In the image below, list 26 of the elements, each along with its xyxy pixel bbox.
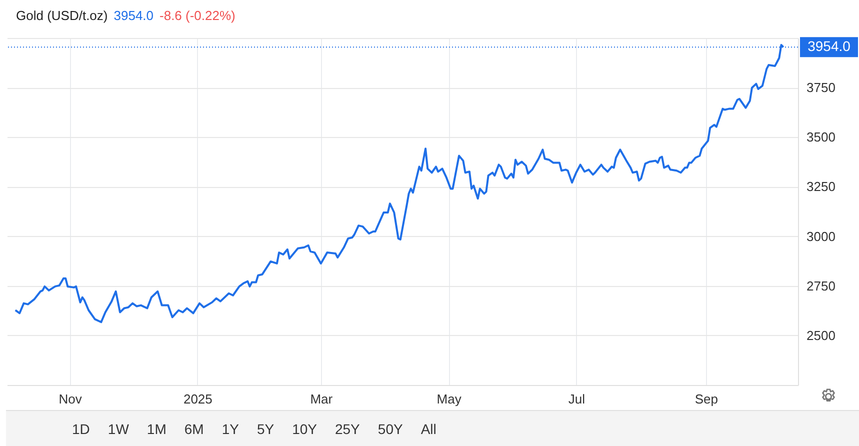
x-tick-label: 2025 (183, 392, 212, 406)
text: 5Y (252, 416, 278, 440)
x-tick-label: Nov (58, 392, 82, 406)
y-tick-label: 3000 (806, 228, 836, 244)
text: 3954.0 (114, 8, 154, 23)
chart-title: Gold (USD/t.oz) (16, 8, 108, 23)
y-tick-label: 2500 (806, 328, 836, 343)
y-tick-label: 2750 (806, 278, 836, 294)
x-tick-label: May (436, 392, 462, 406)
x-tick-label: Jul (568, 392, 586, 406)
y-tick-label: 3250 (806, 179, 836, 194)
text: 25Y (330, 416, 364, 440)
text: 6M (180, 416, 208, 440)
y-tick-label: 3500 (806, 130, 836, 145)
y-tick-label: 3750 (806, 80, 836, 96)
ref-line-label: 3954.0 (808, 38, 851, 54)
text: 1M (142, 416, 170, 440)
x-tick-label: Sep (694, 392, 718, 406)
text: 1W (104, 416, 133, 440)
text: 1D (68, 416, 94, 440)
text: 10Y (288, 416, 321, 440)
text: 1Y (218, 416, 243, 440)
text: -8.6 (-0.22%) (160, 8, 236, 23)
text: 50Y (374, 416, 407, 440)
x-tick-label: Mar (310, 392, 334, 406)
text: All (416, 416, 440, 440)
